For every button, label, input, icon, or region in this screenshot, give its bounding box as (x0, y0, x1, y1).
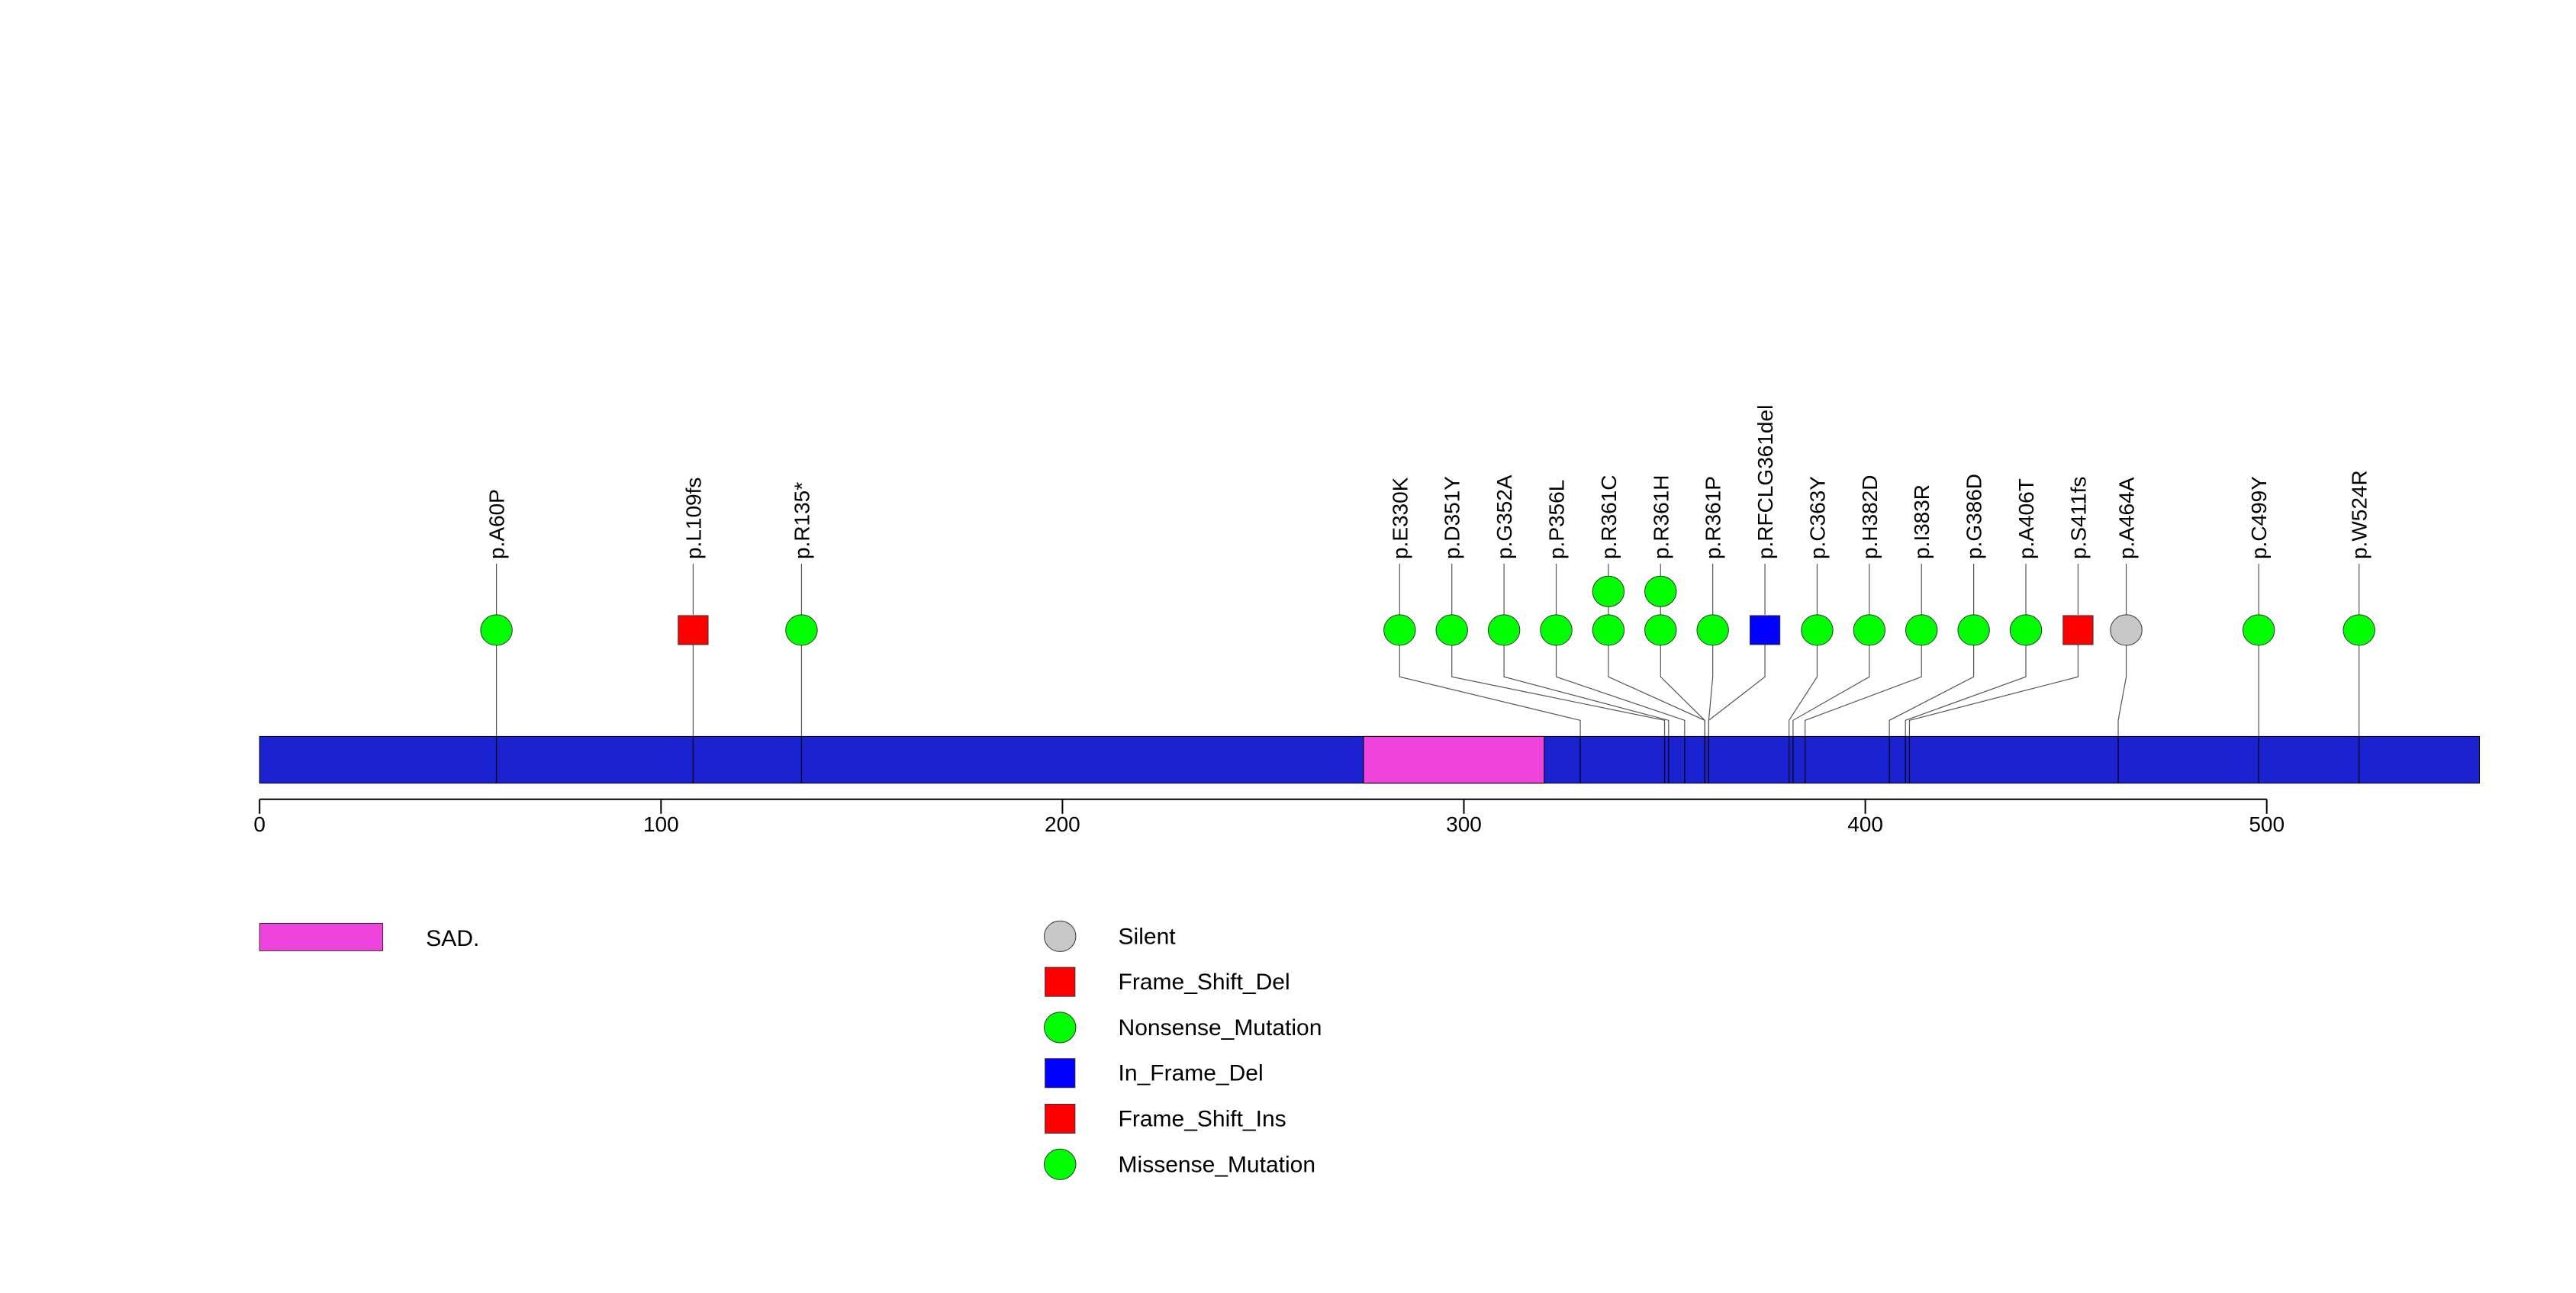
connector-line (1889, 629, 1975, 737)
mutation-label: p.R361P (1702, 476, 1725, 559)
mutation-marker-square[interactable] (2062, 615, 2094, 645)
mutation-marker-circle[interactable] (1592, 575, 1625, 607)
legend-circle-icon (1044, 1148, 1077, 1180)
protein-backbone-group (259, 735, 2481, 784)
domain-sad (1363, 735, 1545, 784)
axis-tick-label: 400 (1847, 812, 1883, 836)
axis-tick-label: 0 (253, 812, 266, 836)
connector-lines (496, 564, 2360, 737)
mutation-label: p.E330K (1388, 477, 1412, 559)
legend-type-label: Frame_Shift_Del (1119, 970, 1290, 995)
legend-circle-icon (1044, 920, 1077, 952)
mutation-marker-circle[interactable] (1801, 614, 1834, 646)
mutation-label: p.R361C (1597, 475, 1621, 560)
mutation-marker-circle[interactable] (1957, 614, 1990, 646)
mutation-marker-circle[interactable] (1644, 614, 1677, 646)
position-axis: 0 100 200 300 400 500 (253, 798, 2285, 836)
legend-square-icon (1045, 967, 1076, 997)
legend-square-icon (1045, 1103, 1076, 1134)
connector-line (1555, 629, 1686, 737)
mutation-marker-circle[interactable] (2110, 614, 2143, 646)
connector-line (1399, 629, 1581, 737)
mutation-label: p.D351Y (1441, 476, 1464, 559)
mutation-marker-circle[interactable] (785, 614, 818, 646)
mutation-marker-square[interactable] (678, 615, 709, 645)
mutation-marker-circle[interactable] (1696, 614, 1729, 646)
connector-line (1708, 629, 1714, 737)
mutation-marker-circle[interactable] (2242, 614, 2275, 646)
axis-tick-label: 200 (1045, 812, 1080, 836)
mutation-labels: p.A60P p.L109fs p.R135* p.E330K p.D351Y p.G35… (485, 405, 2372, 559)
connector-line (2117, 629, 2127, 737)
mutation-label: p.H382D (1858, 475, 1882, 560)
axis-tick-label: 100 (643, 812, 679, 836)
mutation-marker-circle[interactable] (1644, 575, 1677, 607)
mutation-marker-circle[interactable] (2343, 614, 2375, 646)
connector-line (1792, 629, 1870, 737)
legend-square-icon (1045, 1058, 1076, 1089)
mutation-marker-circle[interactable] (1435, 614, 1468, 646)
legend-type-label: Nonsense_Mutation (1119, 1015, 1322, 1041)
mutation-label: p.RFCLG361del (1753, 405, 1777, 559)
mutation-label: p.A60P (485, 489, 509, 559)
connector-line (1908, 629, 2079, 737)
mutation-marker-circle[interactable] (480, 614, 513, 646)
mutation-marker-circle[interactable] (1853, 614, 1886, 646)
mutation-label: p.P356L (1544, 480, 1568, 559)
mutation-marker-circle[interactable] (1540, 614, 1573, 646)
mutation-label: p.A406T (2014, 478, 2038, 559)
axis-tick-label: 300 (1446, 812, 1482, 836)
mutation-label: p.C363Y (1805, 476, 1829, 559)
legend-domain-swatch (259, 922, 384, 951)
mutation-marker-circle[interactable] (1487, 614, 1521, 646)
mutation-label: p.R135* (790, 482, 813, 559)
mutation-marker-circle[interactable] (1905, 614, 1938, 646)
mutation-label: p.I383R (1910, 484, 1934, 559)
connector-line (1805, 629, 1922, 737)
legend-type-label: Missense_Mutation (1119, 1152, 1315, 1177)
connector-line (1608, 629, 1705, 737)
mutation-type-legend: Silent Frame_Shift_Del Nonsense_Mutation In… (1044, 920, 1322, 1180)
mutation-markers (480, 575, 2375, 646)
mutation-label: p.W524R (2348, 470, 2372, 559)
mutation-label: p.R361H (1649, 475, 1673, 560)
mutation-label: p.A464A (2115, 477, 2139, 559)
connector-line (1905, 629, 2027, 737)
mutation-label: p.C499Y (2247, 476, 2271, 559)
mutation-label: p.L109fs (681, 478, 705, 559)
legend-type-label: Frame_Shift_Ins (1119, 1106, 1286, 1131)
connector-line (1789, 629, 1818, 737)
mutation-marker-circle[interactable] (1592, 614, 1625, 646)
mutation-label: p.S411fs (2066, 477, 2090, 559)
mutation-marker-circle[interactable] (2009, 614, 2043, 646)
legend-type-label: Silent (1119, 924, 1177, 949)
mutation-label: p.G352A (1492, 474, 1516, 559)
legend-type-label: In_Frame_Del (1119, 1061, 1264, 1086)
connector-line (1503, 629, 1670, 737)
axis-tick-label: 500 (2249, 812, 2285, 836)
domain-legend: SAD. (259, 922, 479, 951)
mutation-label: p.G386D (1963, 474, 1986, 559)
connector-line (1708, 629, 1766, 737)
mutation-marker-square[interactable] (1749, 615, 1781, 645)
connector-line (1660, 629, 1705, 737)
legend-circle-icon (1044, 1012, 1077, 1044)
legend-domain-label: SAD. (426, 926, 479, 951)
mutation-marker-circle[interactable] (1383, 614, 1416, 646)
connector-line (1451, 629, 1666, 737)
